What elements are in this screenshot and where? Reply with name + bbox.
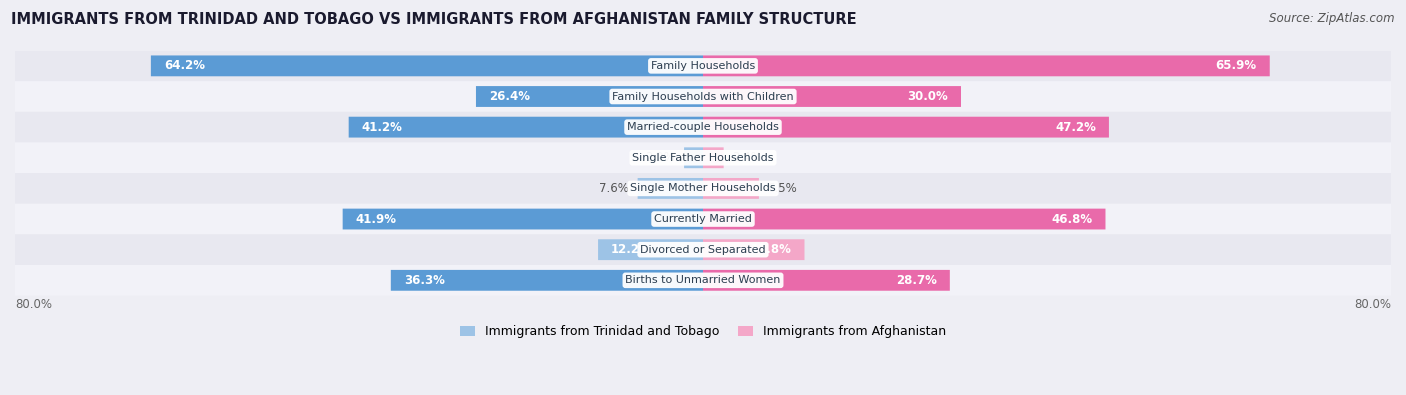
Text: 11.8%: 11.8% (751, 243, 792, 256)
Text: 65.9%: 65.9% (1216, 59, 1257, 72)
Text: 30.0%: 30.0% (907, 90, 948, 103)
FancyBboxPatch shape (638, 178, 703, 199)
Text: 28.7%: 28.7% (896, 274, 936, 287)
Text: 6.5%: 6.5% (768, 182, 797, 195)
Text: Currently Married: Currently Married (654, 214, 752, 224)
Text: 47.2%: 47.2% (1054, 120, 1097, 134)
Legend: Immigrants from Trinidad and Tobago, Immigrants from Afghanistan: Immigrants from Trinidad and Tobago, Imm… (456, 320, 950, 343)
Text: Family Households with Children: Family Households with Children (612, 92, 794, 102)
Text: 12.2%: 12.2% (612, 243, 652, 256)
Text: Single Mother Households: Single Mother Households (630, 183, 776, 194)
Text: Family Households: Family Households (651, 61, 755, 71)
FancyBboxPatch shape (703, 209, 1105, 229)
FancyBboxPatch shape (15, 81, 1391, 112)
Text: 7.6%: 7.6% (599, 182, 628, 195)
FancyBboxPatch shape (703, 55, 1270, 76)
FancyBboxPatch shape (391, 270, 703, 291)
FancyBboxPatch shape (703, 86, 960, 107)
FancyBboxPatch shape (343, 209, 703, 229)
FancyBboxPatch shape (703, 270, 950, 291)
FancyBboxPatch shape (477, 86, 703, 107)
Text: 41.9%: 41.9% (356, 213, 396, 226)
FancyBboxPatch shape (703, 147, 724, 168)
Text: Source: ZipAtlas.com: Source: ZipAtlas.com (1270, 12, 1395, 25)
FancyBboxPatch shape (150, 55, 703, 76)
FancyBboxPatch shape (703, 178, 759, 199)
Text: Married-couple Households: Married-couple Households (627, 122, 779, 132)
Text: 36.3%: 36.3% (404, 274, 444, 287)
Text: 2.4%: 2.4% (733, 151, 762, 164)
Text: Divorced or Separated: Divorced or Separated (640, 245, 766, 255)
FancyBboxPatch shape (15, 234, 1391, 265)
Text: 41.2%: 41.2% (361, 120, 402, 134)
FancyBboxPatch shape (703, 239, 804, 260)
Text: 26.4%: 26.4% (489, 90, 530, 103)
Text: Single Father Households: Single Father Households (633, 153, 773, 163)
FancyBboxPatch shape (15, 143, 1391, 173)
Text: 80.0%: 80.0% (1354, 298, 1391, 311)
Text: 46.8%: 46.8% (1052, 213, 1092, 226)
FancyBboxPatch shape (15, 51, 1391, 81)
FancyBboxPatch shape (15, 173, 1391, 204)
FancyBboxPatch shape (685, 147, 703, 168)
FancyBboxPatch shape (15, 112, 1391, 143)
FancyBboxPatch shape (15, 204, 1391, 234)
FancyBboxPatch shape (703, 117, 1109, 137)
FancyBboxPatch shape (15, 265, 1391, 295)
Text: Births to Unmarried Women: Births to Unmarried Women (626, 275, 780, 285)
Text: 2.2%: 2.2% (645, 151, 675, 164)
Text: 80.0%: 80.0% (15, 298, 52, 311)
Text: IMMIGRANTS FROM TRINIDAD AND TOBAGO VS IMMIGRANTS FROM AFGHANISTAN FAMILY STRUCT: IMMIGRANTS FROM TRINIDAD AND TOBAGO VS I… (11, 12, 856, 27)
FancyBboxPatch shape (349, 117, 703, 137)
FancyBboxPatch shape (598, 239, 703, 260)
Text: 64.2%: 64.2% (163, 59, 205, 72)
